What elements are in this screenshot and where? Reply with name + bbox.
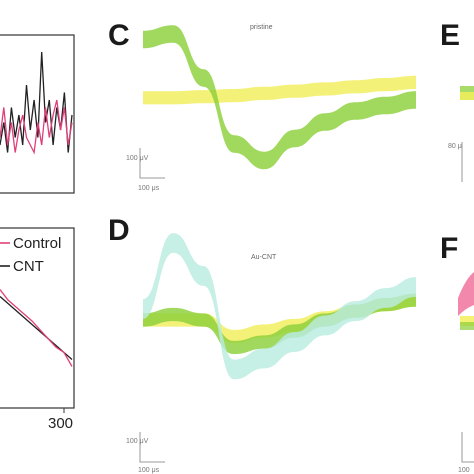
panel-d-scale-voltage: 100 μV (126, 438, 149, 445)
series-line-cnt (0, 296, 73, 360)
panel-letter-d: D (108, 214, 130, 247)
panel-letter-c: C (108, 19, 130, 52)
panel-e-scale-voltage: 80 μ (448, 143, 462, 150)
panel-d-waveforms (143, 233, 416, 380)
panel-d: D Au-CNT 100 μV 100 μs (108, 214, 416, 474)
panel-c-scale-bar (139, 148, 165, 179)
panel-f-scale-bar (461, 432, 474, 463)
waveform-band-3 (143, 233, 416, 380)
panel-d-scale-time: 100 μs (138, 467, 160, 474)
legend-label-cnt: CNT (13, 258, 44, 275)
series-line-control (0, 289, 73, 367)
top-left-series (0, 51, 73, 155)
waveform-band-2 (143, 25, 416, 170)
panel-bottom-left: Control CNT 300 (0, 227, 75, 432)
panel-f: F 100 (440, 232, 474, 474)
waveform-band-1 (143, 75, 416, 105)
panel-c-scale-time: 100 μs (138, 185, 160, 192)
plot-frame-bottom-left (0, 227, 75, 409)
panel-c-waveforms (143, 25, 416, 170)
series-line-control (0, 99, 73, 155)
panel-c: C pristine 100 μV 100 μs (108, 19, 416, 192)
panel-f-scale-time: 100 (458, 467, 470, 474)
panel-f-band-green (460, 322, 474, 330)
panel-letter-e: E (440, 19, 460, 52)
panel-e: E 80 μ (440, 19, 474, 182)
x-tick-label-300: 300 (48, 415, 73, 432)
panel-e-band-yellow (460, 92, 474, 100)
panel-d-scale-bar (139, 432, 165, 463)
panel-top-left (0, 34, 75, 194)
panel-c-condition: pristine (250, 24, 273, 31)
panel-f-band-pink (458, 272, 474, 316)
legend-label-control: Control (13, 235, 61, 252)
panel-c-scale-voltage: 100 μV (126, 155, 149, 162)
panel-d-condition: Au-CNT (251, 254, 277, 261)
panel-f-band-yellow (460, 316, 474, 326)
plot-frame-top-left (0, 34, 75, 194)
panel-letter-f: F (440, 232, 458, 265)
bottom-left-series (0, 289, 73, 367)
